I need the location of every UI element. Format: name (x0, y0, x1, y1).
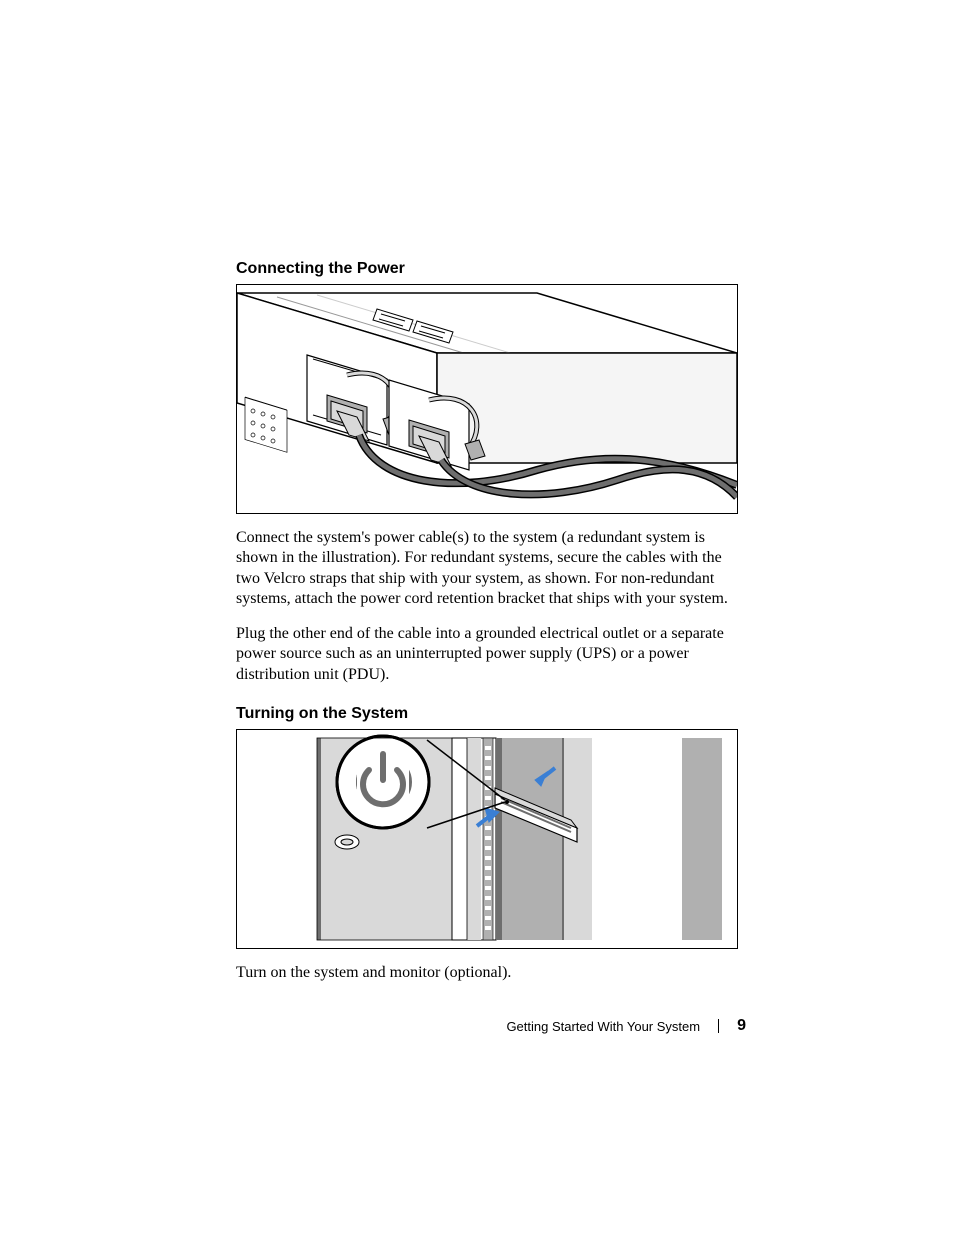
page-footer: Getting Started With Your System 9 (506, 1017, 746, 1035)
figure-power-cables (236, 284, 738, 514)
footer-page-number: 9 (737, 1017, 746, 1035)
paragraph-to-1: Turn on the system and monitor (optional… (236, 963, 746, 983)
figure-turning-on (236, 729, 738, 949)
footer-separator (718, 1019, 719, 1033)
paragraph-cp-2: Plug the other end of the cable into a g… (236, 624, 746, 685)
heading-connecting-power: Connecting the Power (236, 260, 746, 278)
heading-turning-on: Turning on the System (236, 705, 746, 723)
footer-doc-title: Getting Started With Your System (506, 1019, 700, 1034)
paragraph-cp-1: Connect the system's power cable(s) to t… (236, 528, 746, 610)
document-page: Connecting the Power (0, 0, 954, 1235)
